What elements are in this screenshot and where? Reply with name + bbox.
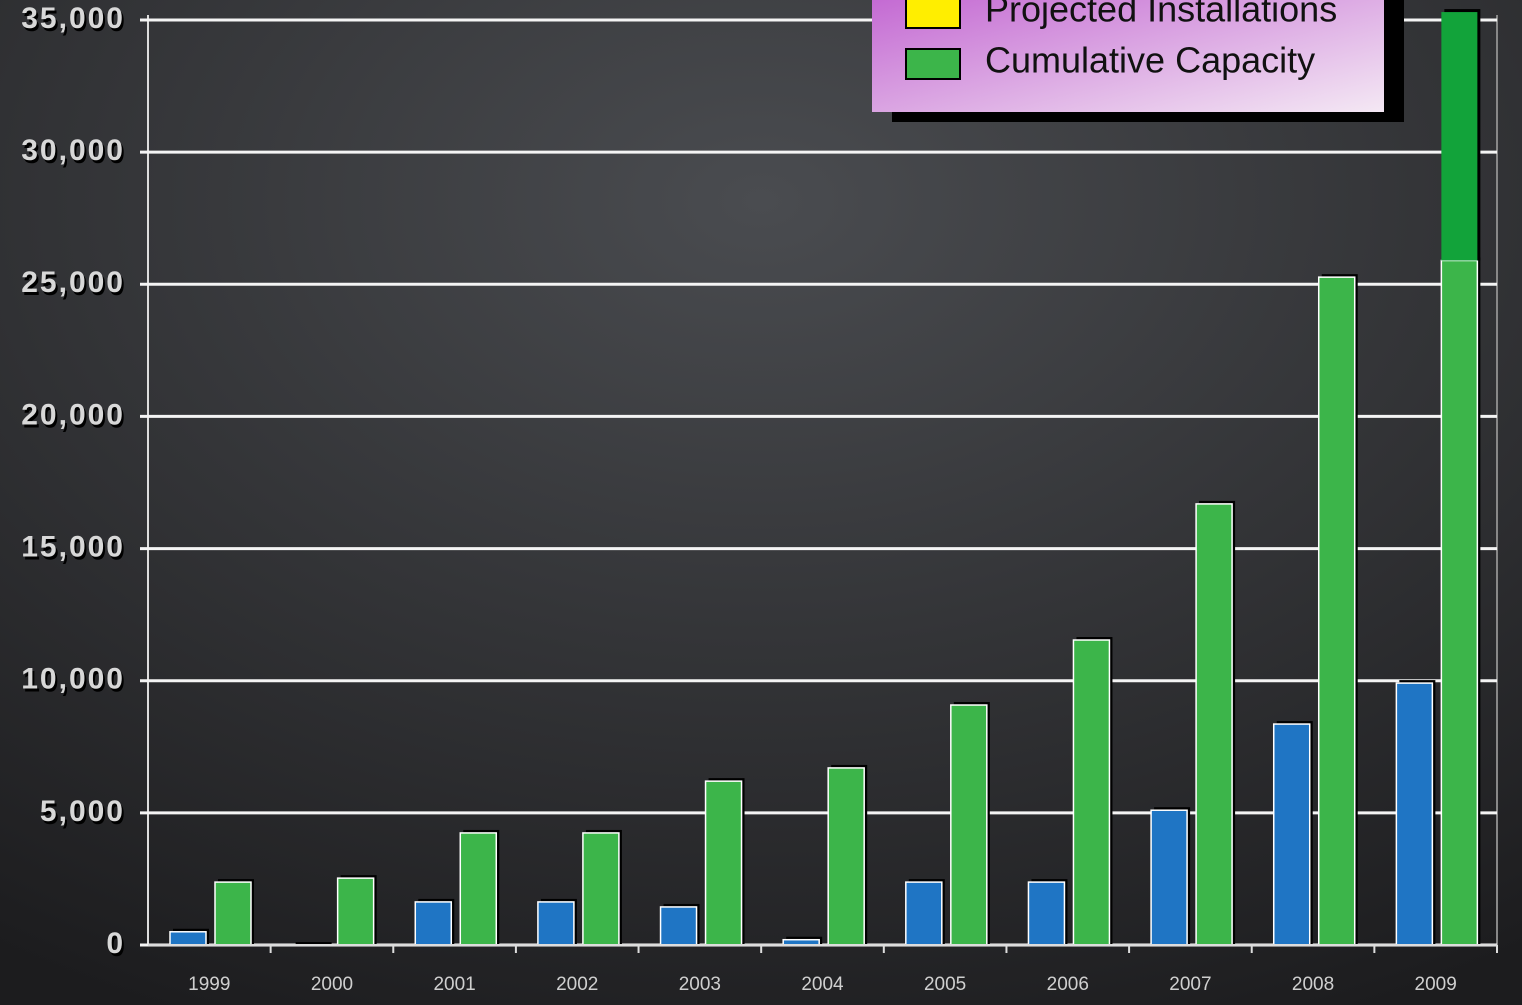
y-tick-label: 35,000 [21,2,125,35]
bar [1150,809,1188,946]
x-tick-label: 2007 [1169,974,1211,995]
bar [414,901,453,946]
y-tick-label-shadow: 20,000 [23,401,127,434]
bar [1395,682,1434,946]
y-tick-label-shadow: 25,000 [23,269,127,302]
x-tick-label: 2002 [556,974,598,995]
bar [1441,12,1478,261]
y-tick-label-shadow: 15,000 [23,533,127,566]
y-tick-label-shadow: 35,000 [23,5,127,38]
bar [1195,503,1233,946]
bar [1072,639,1111,946]
bar [1027,881,1066,946]
y-tick-label: 20,000 [21,398,125,431]
x-tick-label: 1999 [188,974,230,995]
y-tick-label: 0 [106,927,125,960]
y-tick-label: 30,000 [21,134,125,167]
x-tick-label: 2009 [1415,974,1457,995]
x-tick-label: 2005 [924,974,966,995]
plot-area: 005,0005,00010,00010,00015,00015,00020,0… [21,2,1498,995]
y-tick-label: 10,000 [21,663,125,696]
y-tick-label: 5,000 [40,795,125,828]
y-tick-label-shadow: 10,000 [23,666,127,699]
bar [537,901,575,946]
bar [459,832,498,946]
x-tick-label: 2001 [433,974,475,995]
legend: Projected Installations Cumulative Capaci… [872,0,1404,122]
y-tick-label-shadow: 30,000 [23,137,127,170]
bar [1317,276,1356,946]
bar [704,780,743,946]
bar [827,767,865,946]
y-tick-label-shadow: 5,000 [42,798,127,831]
bar [1440,259,1479,946]
legend-swatch [905,48,961,80]
bar [169,931,207,946]
bar [905,881,943,946]
bar [214,881,252,946]
x-tick-label: 2003 [679,974,721,995]
y-tick-label-shadow: 0 [108,930,127,963]
y-tick-label: 25,000 [21,266,125,299]
x-tick-label: 2008 [1292,974,1334,995]
bar [1272,723,1311,946]
x-tick-label: 2006 [1047,974,1089,995]
bar [582,832,620,946]
bar [336,877,375,946]
bar [659,906,698,946]
x-tick-label: 2000 [311,974,353,995]
legend-swatch [905,0,961,29]
legend-label: Projected Installations [985,0,1337,30]
x-tick-label: 2004 [801,974,844,995]
y-tick-label: 15,000 [21,530,125,563]
legend-label: Cumulative Capacity [985,40,1315,81]
bar [950,704,988,946]
bar-shadow [295,942,332,945]
